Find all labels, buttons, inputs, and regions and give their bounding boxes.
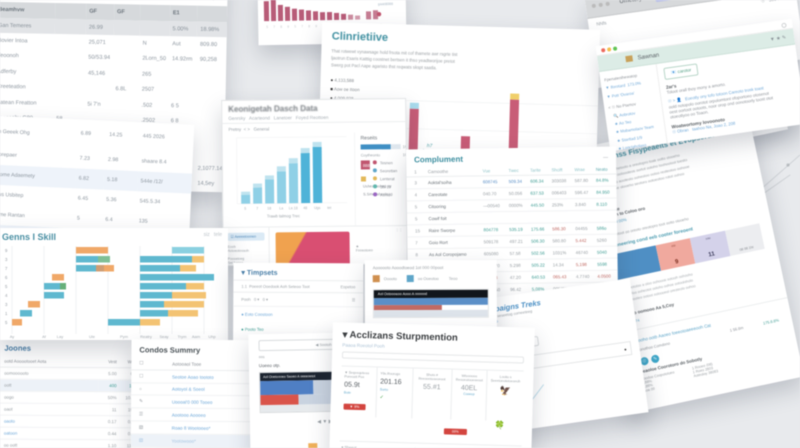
svg-text:Ugs: Ugs <box>314 206 321 210</box>
svg-text:Reatry: Reatry <box>140 334 152 339</box>
svg-text:gaatt8088: gaatt8088 <box>378 2 393 6</box>
svg-text:9: 9 <box>315 24 317 28</box>
svg-text:Af: Af <box>42 334 47 339</box>
svg-text:5: 5 <box>294 25 296 29</box>
svg-text:5: 5 <box>244 207 246 211</box>
svg-text:Lay: Lay <box>57 334 63 339</box>
svg-text:Trym: Trym <box>178 334 188 339</box>
svg-text:Aam: Aam <box>192 334 201 339</box>
svg-text:5: 5 <box>266 25 268 29</box>
svg-text:9: 9 <box>287 25 289 29</box>
svg-text:La: La <box>279 206 283 210</box>
svg-text:Le.18: Le.18 <box>289 206 298 210</box>
svg-text:6: 6 <box>5 275 8 280</box>
svg-text:58i 19: 58i 19 <box>380 184 392 189</box>
svg-text:18: 18 <box>267 206 271 210</box>
svg-text:Coytheonto: Coytheonto <box>361 153 380 157</box>
svg-text:Aenio: Aenio <box>380 192 391 197</box>
svg-text:1: 1 <box>5 311 8 316</box>
svg-text:3: 3 <box>5 302 8 307</box>
svg-text:4: 4 <box>5 293 8 298</box>
svg-text:48: 48 <box>303 206 307 210</box>
svg-text:5: 5 <box>5 284 8 289</box>
svg-text:7: 7 <box>256 207 258 211</box>
svg-text:Ay: Ay <box>10 334 15 339</box>
svg-text:Reseits: Reseits <box>361 135 378 141</box>
svg-text:Seay: Seay <box>159 334 168 339</box>
svg-text:Tesnen: Tesnen <box>380 160 393 165</box>
svg-text:888: 888 <box>363 163 371 168</box>
svg-text:Trawb talmog Trec: Trawb talmog Trec <box>267 213 300 218</box>
svg-text:tet: tet <box>327 206 331 210</box>
svg-text:Lenterat: Lenterat <box>380 176 396 181</box>
svg-text:8: 8 <box>308 24 310 28</box>
svg-text:7: 7 <box>5 266 8 271</box>
svg-text:3: 3 <box>5 257 8 262</box>
svg-text:Pym: Pym <box>120 334 129 339</box>
svg-text:9: 9 <box>5 248 8 253</box>
svg-text:Ule: Ule <box>89 334 96 339</box>
svg-text:7: 7 <box>301 25 303 29</box>
svg-text:5: 5 <box>5 320 8 325</box>
svg-text:8: 8 <box>280 25 282 29</box>
svg-text:7: 7 <box>273 25 275 29</box>
svg-text:Uhp: Uhp <box>208 334 216 339</box>
svg-text:Seorettan: Seorettan <box>380 168 397 173</box>
